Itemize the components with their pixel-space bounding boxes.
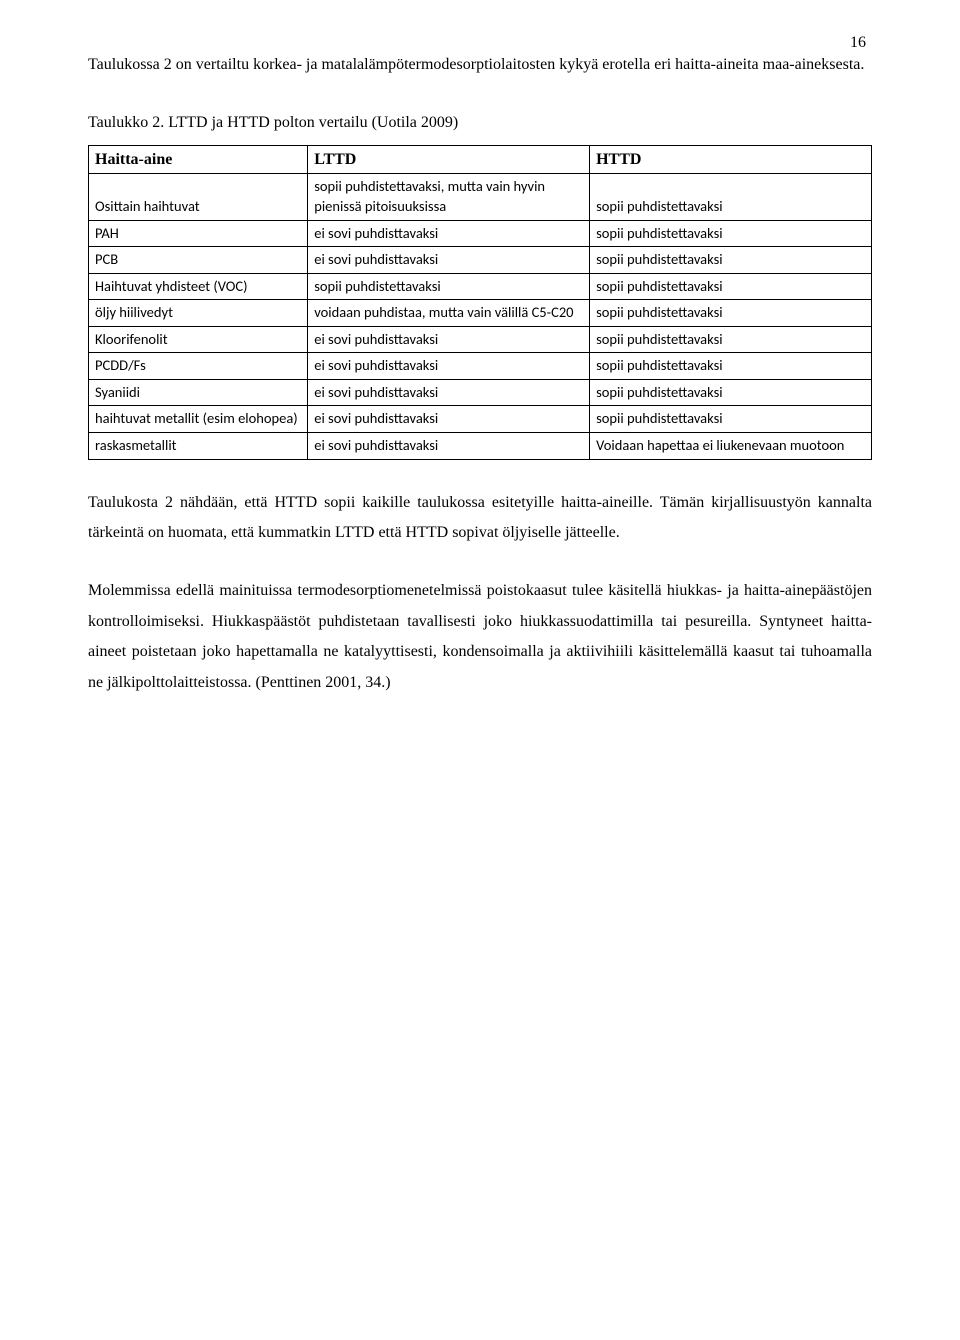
table-cell: sopii puhdistettavaksi bbox=[590, 353, 872, 380]
table-row: haihtuvat metallit (esim elohopea) ei so… bbox=[89, 406, 872, 433]
table-cell: ei sovi puhdisttavaksi bbox=[308, 247, 590, 274]
table-row: PCB ei sovi puhdisttavaksi sopii puhdist… bbox=[89, 247, 872, 274]
table-header-cell: LTTD bbox=[308, 145, 590, 174]
table-cell: ei sovi puhdisttavaksi bbox=[308, 379, 590, 406]
table-caption: Taulukko 2. LTTD ja HTTD polton vertailu… bbox=[88, 108, 872, 138]
table-cell: ei sovi puhdisttavaksi bbox=[308, 326, 590, 353]
table-row: raskasmetallit ei sovi puhdisttavaksi Vo… bbox=[89, 433, 872, 460]
table-cell: öljy hiilivedyt bbox=[89, 300, 308, 327]
table-cell: Osittain haihtuvat bbox=[89, 174, 308, 220]
table-row: Osittain haihtuvat sopii puhdistettavaks… bbox=[89, 174, 872, 220]
intro-paragraph: Taulukossa 2 on vertailtu korkea- ja mat… bbox=[88, 50, 872, 80]
table-cell: sopii puhdistettavaksi bbox=[308, 273, 590, 300]
table-cell: sopii puhdistettavaksi bbox=[590, 247, 872, 274]
table-cell: ei sovi puhdisttavaksi bbox=[308, 406, 590, 433]
table-cell: PCDD/Fs bbox=[89, 353, 308, 380]
table-header-row: Haitta-aine LTTD HTTD bbox=[89, 145, 872, 174]
table-cell: sopii puhdistettavaksi bbox=[590, 379, 872, 406]
table-cell: ei sovi puhdisttavaksi bbox=[308, 353, 590, 380]
table-cell: sopii puhdistettavaksi bbox=[590, 326, 872, 353]
table-cell: sopii puhdistettavaksi bbox=[590, 273, 872, 300]
table-row: Kloorifenolit ei sovi puhdisttavaksi sop… bbox=[89, 326, 872, 353]
table-cell: voidaan puhdistaa, mutta vain välillä C5… bbox=[308, 300, 590, 327]
table-cell: sopii puhdistettavaksi bbox=[590, 406, 872, 433]
table-row: Syaniidi ei sovi puhdisttavaksi sopii pu… bbox=[89, 379, 872, 406]
table-cell: Kloorifenolit bbox=[89, 326, 308, 353]
table-row: Haihtuvat yhdisteet (VOC) sopii puhdiste… bbox=[89, 273, 872, 300]
page-number: 16 bbox=[850, 28, 866, 58]
table-cell: sopii puhdistettavaksi bbox=[590, 220, 872, 247]
table-row: öljy hiilivedyt voidaan puhdistaa, mutta… bbox=[89, 300, 872, 327]
table-header-cell: HTTD bbox=[590, 145, 872, 174]
table-cell: haihtuvat metallit (esim elohopea) bbox=[89, 406, 308, 433]
table-cell: sopii puhdistettavaksi, mutta vain hyvin… bbox=[308, 174, 590, 220]
table-cell: Haihtuvat yhdisteet (VOC) bbox=[89, 273, 308, 300]
table-cell: raskasmetallit bbox=[89, 433, 308, 460]
table-cell: PAH bbox=[89, 220, 308, 247]
table-cell: PCB bbox=[89, 247, 308, 274]
table-cell: ei sovi puhdisttavaksi bbox=[308, 433, 590, 460]
table-cell: sopii puhdistettavaksi bbox=[590, 300, 872, 327]
table-row: PAH ei sovi puhdisttavaksi sopii puhdist… bbox=[89, 220, 872, 247]
table-cell: ei sovi puhdisttavaksi bbox=[308, 220, 590, 247]
table-cell: Syaniidi bbox=[89, 379, 308, 406]
table-row: PCDD/Fs ei sovi puhdisttavaksi sopii puh… bbox=[89, 353, 872, 380]
body-paragraph-3: Molemmissa edellä mainituissa termodesor… bbox=[88, 576, 872, 698]
table-cell: sopii puhdistettavaksi bbox=[590, 174, 872, 220]
body-paragraph-2: Taulukosta 2 nähdään, että HTTD sopii ka… bbox=[88, 488, 872, 549]
table-cell: Voidaan hapettaa ei liukenevaan muotoon bbox=[590, 433, 872, 460]
comparison-table: Haitta-aine LTTD HTTD Osittain haihtuvat… bbox=[88, 145, 872, 460]
table-header-cell: Haitta-aine bbox=[89, 145, 308, 174]
